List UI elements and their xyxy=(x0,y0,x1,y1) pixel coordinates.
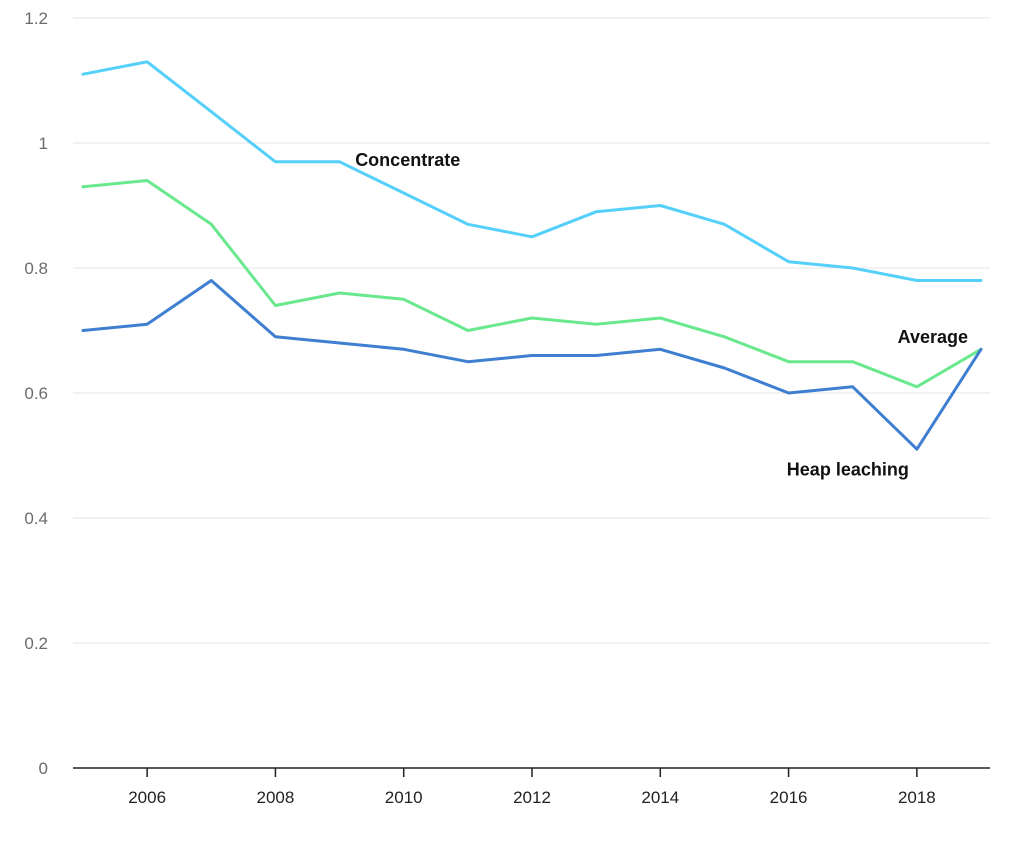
x-tick-label: 2016 xyxy=(770,788,808,807)
y-axis-ticks: 0 0.2 0.4 0.6 0.8 1 1.2 xyxy=(24,9,48,778)
y-tick-label: 0 xyxy=(39,759,48,778)
x-tick-label: 2010 xyxy=(385,788,423,807)
gridlines xyxy=(73,17,990,644)
series-label-average: Average xyxy=(898,327,968,347)
y-tick-label: 1.2 xyxy=(24,9,48,28)
y-tick-label: 0.2 xyxy=(24,634,48,653)
y-tick-label: 1 xyxy=(39,134,48,153)
y-tick-label: 0.6 xyxy=(24,384,48,403)
x-tick-label: 2014 xyxy=(641,788,679,807)
x-axis: 2006 2008 2010 2012 2014 2016 2018 xyxy=(73,767,990,807)
series-line-average xyxy=(81,179,983,389)
series-label-concentrate: Concentrate xyxy=(355,150,460,170)
series-line-heap-leaching xyxy=(81,279,983,451)
series-lines xyxy=(81,60,983,451)
series-line-concentrate xyxy=(81,60,983,282)
x-tick-label: 2006 xyxy=(128,788,166,807)
series-label-heap-leaching: Heap leaching xyxy=(787,459,909,479)
x-tick-label: 2008 xyxy=(257,788,295,807)
x-tick-label: 2018 xyxy=(898,788,936,807)
series-labels: Concentrate Average Heap leaching xyxy=(355,150,968,479)
x-tick-label: 2012 xyxy=(513,788,551,807)
y-tick-label: 0.8 xyxy=(24,259,48,278)
y-tick-label: 0.4 xyxy=(24,509,48,528)
